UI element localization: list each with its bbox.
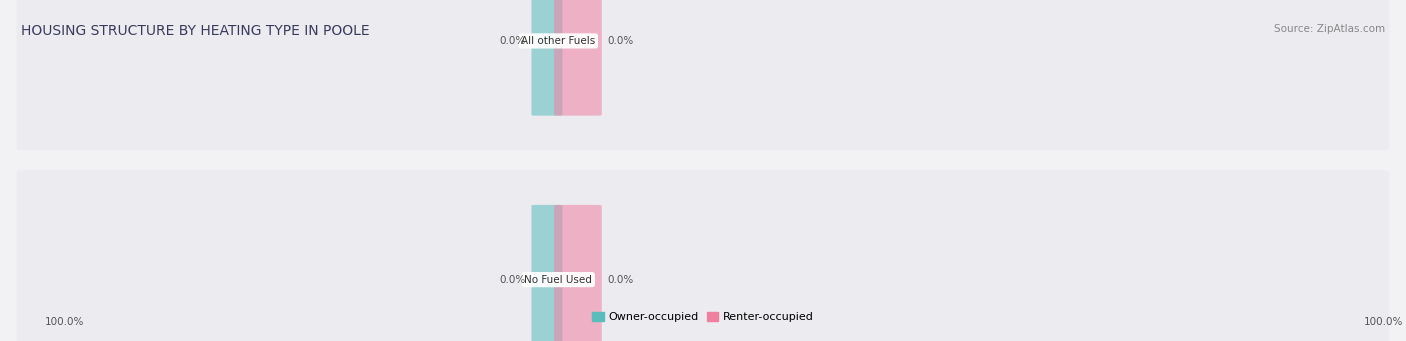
Text: No Fuel Used: No Fuel Used bbox=[524, 275, 592, 285]
Text: 0.0%: 0.0% bbox=[499, 275, 526, 285]
FancyBboxPatch shape bbox=[17, 0, 1389, 150]
Text: 0.0%: 0.0% bbox=[607, 36, 634, 46]
Text: 100.0%: 100.0% bbox=[45, 317, 84, 327]
Text: 0.0%: 0.0% bbox=[499, 36, 526, 46]
Text: 0.0%: 0.0% bbox=[607, 275, 634, 285]
Text: All other Fuels: All other Fuels bbox=[522, 36, 596, 46]
Text: HOUSING STRUCTURE BY HEATING TYPE IN POOLE: HOUSING STRUCTURE BY HEATING TYPE IN POO… bbox=[21, 24, 370, 38]
FancyBboxPatch shape bbox=[531, 205, 562, 341]
FancyBboxPatch shape bbox=[554, 0, 602, 116]
Text: 100.0%: 100.0% bbox=[1364, 317, 1403, 327]
FancyBboxPatch shape bbox=[531, 0, 562, 116]
FancyBboxPatch shape bbox=[554, 205, 602, 341]
Text: Source: ZipAtlas.com: Source: ZipAtlas.com bbox=[1274, 24, 1385, 34]
FancyBboxPatch shape bbox=[17, 170, 1389, 341]
Legend: Owner-occupied, Renter-occupied: Owner-occupied, Renter-occupied bbox=[588, 307, 818, 327]
